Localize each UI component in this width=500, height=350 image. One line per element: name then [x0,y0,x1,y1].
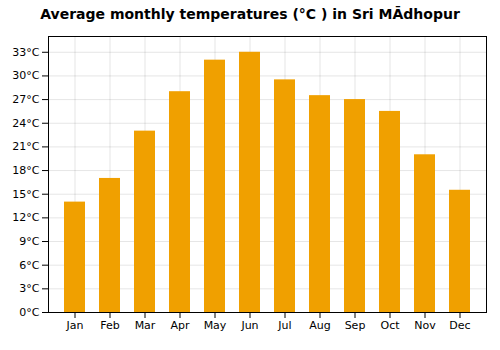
svg-text:30°C: 30°C [12,69,39,82]
svg-text:Dec: Dec [449,319,470,332]
svg-text:27°C: 27°C [12,93,39,106]
svg-text:Jul: Jul [277,319,291,332]
svg-text:Mar: Mar [135,319,156,332]
svg-text:18°C: 18°C [12,164,39,177]
svg-text:6°C: 6°C [19,259,39,272]
svg-text:May: May [204,319,227,332]
svg-text:Apr: Apr [170,319,190,332]
svg-text:Aug: Aug [309,319,330,332]
svg-text:3°C: 3°C [19,282,39,295]
svg-text:33°C: 33°C [12,46,39,59]
html-text:Average monthly temperatures (: Average monthly temperatures (°C ) in Sr… [40,6,460,22]
svg-text:Jan: Jan [66,319,84,332]
svg-text:Sep: Sep [345,319,366,332]
svg-text:Feb: Feb [100,319,119,332]
svg-text:Nov: Nov [414,319,436,332]
svg-text:12°C: 12°C [12,211,39,224]
svg-text:Oct: Oct [380,319,400,332]
svg-text:15°C: 15°C [12,188,39,201]
svg-text:Jun: Jun [240,319,258,332]
svg-text:9°C: 9°C [19,235,39,248]
svg-text:0°C: 0°C [19,306,39,319]
svg-text:24°C: 24°C [12,117,39,130]
svg-text:21°C: 21°C [12,140,39,153]
